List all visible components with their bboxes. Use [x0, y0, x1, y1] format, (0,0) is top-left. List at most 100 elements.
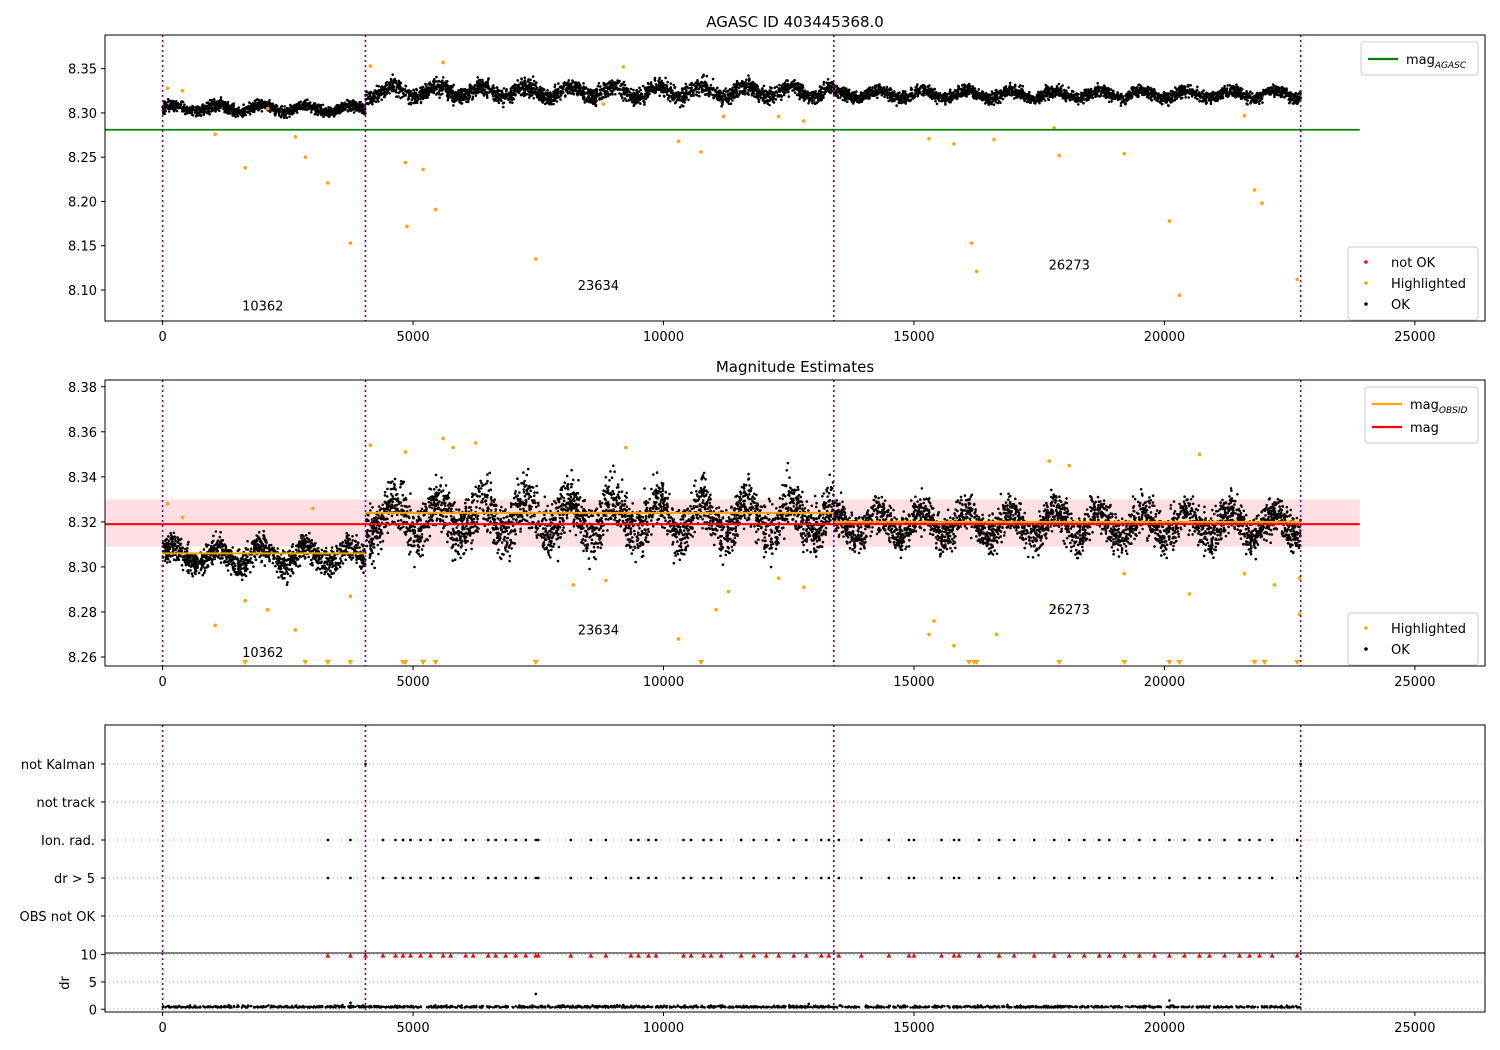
clipped-high-marker	[886, 953, 892, 958]
flag-point	[1068, 876, 1071, 880]
clipped-high-marker	[803, 953, 809, 958]
flag-point	[827, 838, 831, 842]
flags-panel: not Kalman not track Ion. rad. dr > 5 OBS no…	[20, 724, 1486, 954]
clipped-low-marker	[1251, 660, 1258, 665]
clipped-high-marker	[1051, 953, 1057, 958]
obsid-label: 26273	[1049, 603, 1090, 618]
flag-point	[604, 838, 608, 842]
clipped-low-marker	[532, 660, 539, 665]
clipped-high-marker	[708, 953, 714, 958]
clipped-high-marker	[791, 953, 797, 958]
flag-point	[837, 838, 841, 842]
clipped-high-marker	[1106, 953, 1112, 958]
clipped-low-marker	[1121, 660, 1128, 665]
clipped-high-marker	[1247, 953, 1253, 958]
clipped-high-marker	[1196, 953, 1202, 958]
flag-point	[940, 876, 943, 880]
flag-point	[702, 838, 705, 842]
dr-outlier-point	[349, 1001, 352, 1005]
flag-point	[1053, 838, 1056, 842]
flag-point	[419, 838, 422, 842]
highlighted-point	[368, 64, 373, 68]
clipped-high-marker	[393, 953, 399, 958]
y-tick-label: 8.35	[68, 63, 97, 78]
flag-point	[1123, 838, 1126, 842]
clipped-high-marker	[751, 953, 757, 958]
flag-point	[537, 838, 540, 842]
clipped-low-marker	[242, 660, 249, 665]
clipped-high-marker	[718, 953, 724, 958]
legend-marker-swatch	[1364, 260, 1368, 264]
flag-point	[654, 838, 658, 842]
clipped-high-marker	[911, 953, 917, 958]
x-tick-label: 25000	[1394, 1021, 1435, 1036]
plot-frame	[104, 952, 1486, 1013]
highlighted-point	[451, 445, 455, 450]
highlighted-point	[932, 619, 936, 623]
highlighted-point	[571, 583, 576, 587]
flag-point	[1153, 876, 1156, 880]
plot-frame	[104, 34, 1486, 322]
legend-box	[1347, 246, 1479, 321]
highlighted-point	[714, 607, 718, 612]
flag-point	[907, 838, 911, 842]
flag-point	[1032, 838, 1036, 842]
clipped-high-marker	[956, 953, 962, 958]
clipped-high-marker	[362, 953, 368, 958]
flag-point	[719, 838, 723, 842]
legend-box	[1360, 41, 1479, 76]
highlighted-point	[604, 578, 608, 583]
clipped-low-marker	[966, 660, 973, 665]
highlighted-point	[952, 643, 956, 648]
clipped-high-marker	[939, 953, 945, 958]
highlighted-point	[726, 589, 731, 594]
flag-point	[957, 876, 961, 880]
highlighted-point	[1260, 201, 1264, 206]
clipped-high-marker	[400, 953, 406, 958]
highlighted-point	[311, 506, 315, 511]
highlighted-point	[180, 515, 185, 520]
y-tick-label: 10	[80, 949, 97, 964]
flag-point	[1108, 838, 1111, 842]
flag-point	[524, 876, 527, 880]
flag-point	[752, 838, 755, 842]
x-tick-label: 0	[158, 675, 166, 690]
ok-points-cloud	[161, 96, 367, 119]
clipped-high-marker	[1181, 953, 1187, 958]
flag-point	[702, 876, 705, 880]
clipped-high-marker	[763, 953, 769, 958]
clipped-high-marker	[628, 953, 634, 958]
flag-point	[1258, 838, 1261, 842]
clipped-high-marker	[906, 953, 912, 958]
y-tick-label: 8.10	[68, 284, 97, 299]
highlighted-point	[368, 443, 373, 448]
highlighted-point	[1057, 153, 1062, 158]
y-tick-label: 8.25	[68, 151, 97, 166]
flag-point	[1295, 876, 1299, 880]
highlighted-point	[969, 241, 974, 245]
flag-point	[1248, 876, 1251, 880]
magnitude-estimates-panel: Magnitude Estimates 10362 23634 26273 0 5000…	[68, 358, 1486, 690]
highlighted-point	[303, 155, 308, 159]
x-tick-label: 20000	[1144, 330, 1185, 345]
flag-point	[471, 838, 475, 842]
x-tick-label: 0	[158, 1021, 166, 1036]
flag-point	[1032, 876, 1036, 880]
y-tick-label: 8.28	[68, 606, 97, 621]
flag-point	[1183, 876, 1186, 880]
plot-frame	[104, 379, 1486, 667]
highlighted-point	[801, 585, 806, 589]
flag-point	[764, 876, 768, 880]
flag-point	[349, 876, 352, 880]
highlighted-point	[243, 598, 248, 603]
highlighted-point	[676, 139, 681, 144]
flag-point	[764, 838, 768, 842]
flag-point	[504, 876, 507, 880]
flag-point	[1295, 838, 1299, 842]
highlighted-point	[927, 136, 931, 141]
flag-row-label: OBS not OK	[20, 910, 96, 925]
legend-marker-swatch	[1364, 281, 1368, 285]
clipped-low-marker	[324, 660, 331, 665]
clipped-high-marker	[523, 953, 529, 958]
highlighted-point	[1067, 463, 1072, 468]
